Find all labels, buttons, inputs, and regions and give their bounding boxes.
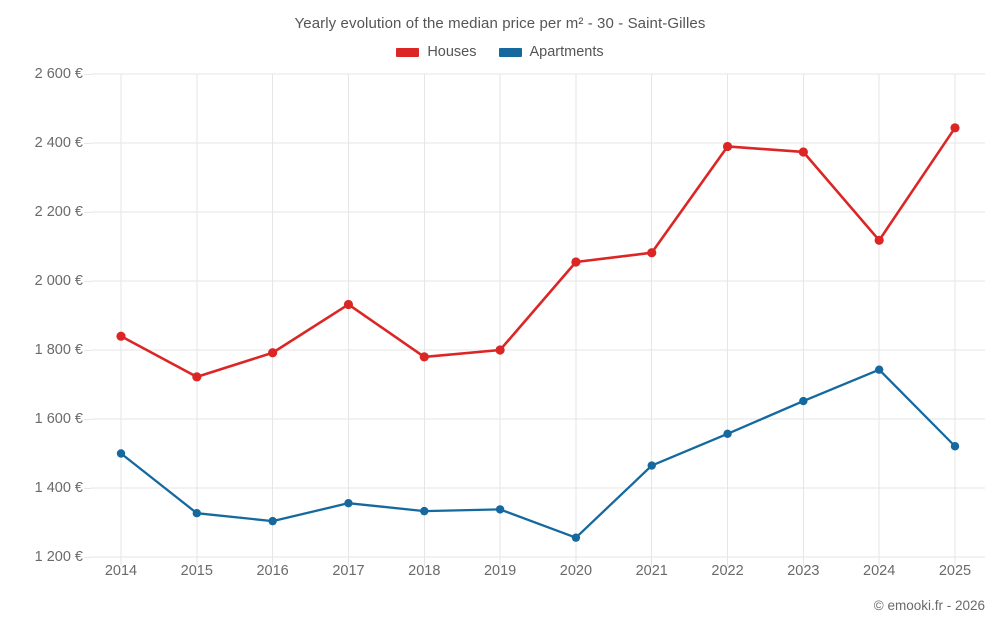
y-axis-tick-mark (84, 143, 91, 144)
x-axis-tick-label: 2021 (635, 563, 668, 579)
y-axis-tick-mark (84, 212, 91, 213)
data-point[interactable] (571, 257, 581, 267)
data-point[interactable] (268, 348, 278, 358)
y-axis-tick-label: 2 600 € (34, 66, 83, 82)
data-point[interactable] (571, 533, 581, 542)
legend-swatch-houses (396, 47, 420, 57)
data-point[interactable] (343, 299, 354, 310)
data-point[interactable] (268, 516, 277, 526)
y-axis-tick-mark (84, 281, 91, 282)
y-axis-tick-mark (84, 557, 91, 558)
legend-item-apartments[interactable]: Apartments (498, 44, 604, 60)
data-point[interactable] (495, 505, 505, 514)
y-axis-tick-label: 2 400 € (34, 135, 83, 151)
legend-label-apartments: Apartments (529, 44, 604, 60)
series-line-houses (119, 126, 957, 379)
x-axis-tick-label: 2020 (559, 563, 593, 579)
data-point[interactable] (722, 141, 733, 152)
x-axis-tick-label: 2017 (332, 563, 365, 579)
plot-svg (91, 73, 985, 566)
data-point[interactable] (116, 449, 126, 458)
x-axis-tick-label: 2015 (180, 563, 213, 579)
legend-label-houses: Houses (427, 44, 477, 60)
y-axis-tick-label: 2 000 € (34, 273, 83, 289)
y-axis-tick-mark (84, 350, 91, 351)
data-point[interactable] (874, 235, 884, 245)
x-axis-tick-label: 2014 (104, 563, 138, 579)
data-point[interactable] (874, 365, 884, 374)
x-axis-tick-label: 2025 (938, 563, 972, 579)
data-point[interactable] (495, 345, 505, 355)
copyright-credit: © emooki.fr - 2026 (873, 598, 985, 613)
y-axis-tick-mark (84, 74, 91, 75)
y-axis-tick-label: 1 800 € (34, 342, 83, 358)
data-point[interactable] (799, 396, 808, 406)
y-axis-tick-mark (84, 488, 91, 489)
data-point[interactable] (419, 352, 429, 362)
x-axis-tick-label: 2023 (787, 563, 820, 579)
x-axis-tick-label: 2024 (863, 563, 896, 579)
y-axis-tick-label: 1 200 € (34, 549, 83, 565)
data-point[interactable] (192, 372, 202, 382)
x-axis-tick-label: 2019 (483, 563, 517, 579)
x-axis-tick-label: 2018 (408, 563, 441, 579)
data-point[interactable] (420, 506, 429, 516)
chart-title: Yearly evolution of the median price per… (294, 15, 706, 32)
y-axis-tick-label: 1 600 € (34, 411, 83, 427)
data-point[interactable] (647, 461, 656, 470)
data-point[interactable] (647, 248, 657, 258)
data-point[interactable] (950, 123, 960, 133)
x-axis-tick-label: 2016 (256, 563, 289, 579)
data-point[interactable] (950, 442, 960, 451)
y-axis-tick-label: 2 200 € (34, 204, 83, 220)
y-axis-tick-mark (84, 419, 91, 420)
data-point[interactable] (798, 147, 808, 157)
plot-area (91, 73, 985, 566)
series-line-apartments (119, 368, 957, 539)
data-point[interactable] (192, 508, 202, 518)
legend-item-houses[interactable]: Houses (396, 44, 477, 60)
chart-legend: Houses Apartments (0, 44, 1000, 60)
legend-swatch-apartments (498, 47, 522, 57)
y-axis: 1 200 € 1 400 € 1 600 € 1 800 € 2 000 € 2 200… (0, 0, 83, 625)
data-point[interactable] (723, 429, 732, 439)
y-axis-tick-label: 1 400 € (34, 480, 83, 496)
data-point[interactable] (116, 331, 126, 341)
data-point[interactable] (344, 498, 353, 508)
x-axis-tick-label: 2022 (711, 563, 744, 579)
